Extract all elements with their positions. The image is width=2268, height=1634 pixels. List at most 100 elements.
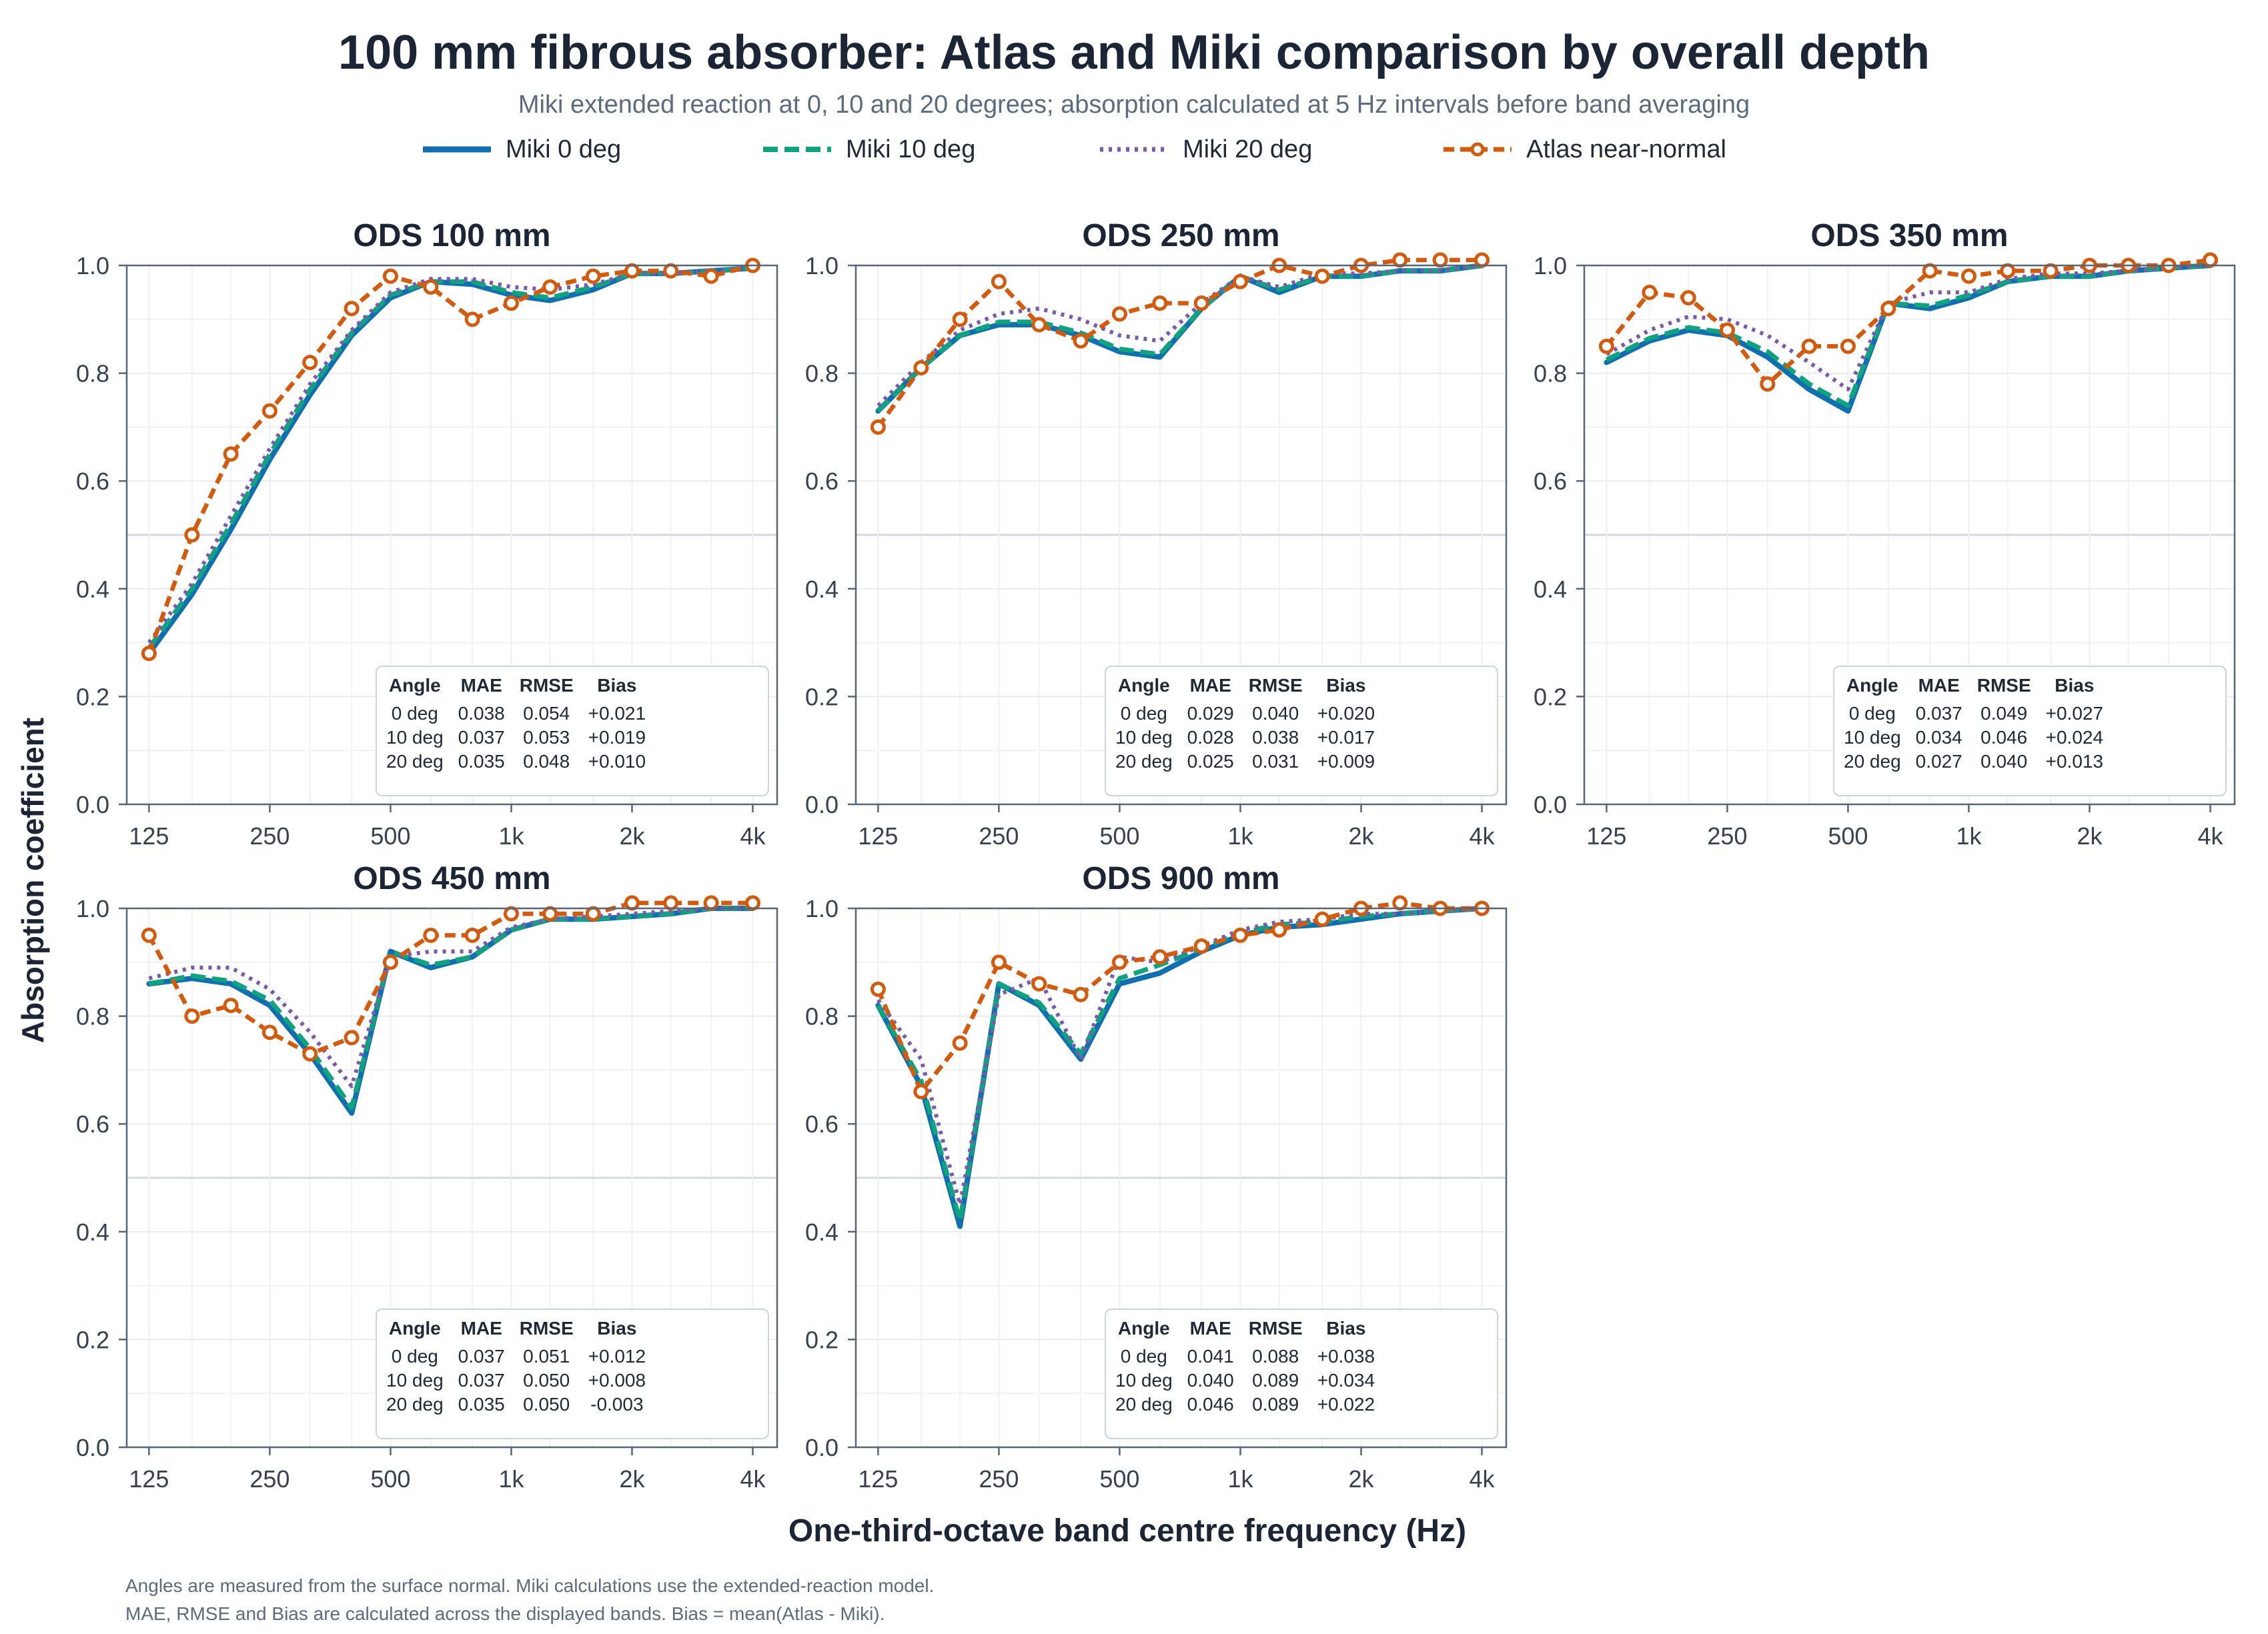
data-point (1314, 268, 1330, 284)
data-point (2202, 252, 2218, 268)
data-point (663, 263, 679, 279)
data-point (423, 279, 439, 295)
y-tick-label: 0.0 (805, 791, 838, 818)
data-point (1073, 333, 1089, 349)
x-tick-label: 4k (740, 1465, 766, 1493)
legend-swatch-miki-0 (423, 146, 491, 153)
data-point (503, 295, 519, 311)
legend-label-miki-0: Miki 0 deg (506, 135, 622, 163)
stats-cell: 10 deg (1115, 1370, 1173, 1391)
stats-header-cell: Angle (1846, 675, 1898, 696)
data-point (1392, 895, 1408, 911)
stats-cell: 0.054 (523, 703, 570, 724)
stats-header-cell: Angle (388, 1318, 441, 1339)
plot-frame (855, 907, 1508, 1449)
y-tick-label: 1.0 (805, 252, 838, 279)
page-title: 100 mm fibrous absorber: Atlas and Miki … (338, 26, 1930, 79)
stats-header-cell: RMSE (1248, 675, 1303, 696)
data-point (703, 895, 719, 911)
stats-cell: 0.040 (1187, 1370, 1234, 1391)
stats-table: Angle MAE RMSE Bias 0 deg 0.041 0.088 +0.038 10 … (1114, 1315, 1388, 1417)
series-line-atlas-near-normal (876, 257, 1482, 429)
data-point (1719, 322, 1735, 338)
stats-row: 0 deg 0.037 0.051 +0.012 (385, 1345, 659, 1369)
y-tick-label: 0.4 (1534, 576, 1567, 603)
y-tick-label: 0.6 (76, 1110, 109, 1138)
series-line-miki-20-deg (148, 906, 753, 1088)
x-tick-label: 125 (858, 1465, 898, 1493)
data-point (2043, 263, 2059, 279)
stats-cell: 0 deg (391, 703, 438, 724)
stats-row: 20 deg 0.046 0.089 +0.022 (1114, 1393, 1388, 1417)
stats-cell: 0.048 (523, 751, 570, 772)
data-point (1152, 295, 1168, 311)
data-point (184, 1008, 200, 1024)
panel-title: ODS 450 mm (353, 861, 551, 896)
series-line-atlas-near-normal (147, 263, 754, 654)
series-line-miki-10-deg (148, 906, 753, 1110)
stats-row: 10 deg 0.034 0.046 +0.024 (1842, 726, 2117, 750)
data-point (1073, 986, 1089, 1002)
legend-item-miki-20: Miki 20 deg (1097, 131, 1312, 168)
panel-title: ODS 900 mm (1082, 861, 1280, 896)
data-point (1111, 306, 1127, 322)
y-axis-title: Absorption coefficient (15, 717, 50, 1044)
x-tick-label: 250 (979, 1465, 1019, 1493)
data-point (1922, 263, 1938, 279)
x-tick-label: 1k (498, 1465, 524, 1493)
y-tick-label: 0.0 (805, 1434, 838, 1461)
y-axis-title-wrap: Absorption coefficient (15, 718, 55, 1043)
stats-cell: 0.027 (1915, 751, 1962, 772)
data-point (1432, 252, 1448, 268)
stats-row: 20 deg 0.035 0.050 -0.003 (385, 1393, 659, 1417)
data-point (223, 997, 239, 1013)
data-point (344, 301, 360, 317)
data-point (223, 446, 239, 462)
y-tick-label: 0.8 (805, 360, 838, 387)
stats-cell: 0.040 (1252, 703, 1299, 724)
y-tick-label: 0.2 (805, 1326, 838, 1353)
data-point (423, 927, 439, 943)
y-tick-label: 1.0 (76, 252, 109, 279)
x-tick-label: 2k (1348, 1465, 1374, 1493)
data-point (952, 311, 968, 327)
y-tick-label: 0.6 (805, 1110, 838, 1138)
stats-cell: 0.025 (1187, 751, 1234, 772)
footnote-1: Angles are measured from the surface nor… (125, 1575, 935, 1596)
stats-cell: 0.037 (458, 727, 505, 748)
legend-label-miki-20: Miki 20 deg (1183, 135, 1313, 163)
data-point (261, 1024, 277, 1040)
stats-cell: 0.031 (1252, 751, 1299, 772)
stats-header-cell: Angle (1117, 1318, 1170, 1339)
y-tick-label: 0.0 (76, 1434, 109, 1461)
stats-cell: +0.008 (588, 1370, 646, 1391)
stats-cell: 0.053 (523, 727, 570, 748)
data-point (991, 954, 1007, 970)
stats-cell: 10 deg (1844, 727, 1901, 748)
stats-cell: 0.037 (458, 1346, 505, 1367)
stats-header-cell: Bias (2055, 675, 2095, 696)
x-tick-label: 250 (1707, 822, 1747, 850)
stats-cell: +0.024 (2045, 727, 2104, 748)
plot-frame (855, 264, 1508, 806)
stats-cell: +0.009 (1317, 751, 1375, 772)
stats-cell: 0.037 (458, 1370, 505, 1391)
stats-box: Angle MAE RMSE Bias 0 deg 0.041 0.088 +0.038 10 … (1105, 1309, 1498, 1439)
stats-cell: 0.038 (458, 703, 505, 724)
stats-header-cell: MAE (1918, 675, 1960, 696)
x-tick-label: 125 (858, 822, 898, 850)
x-tick-label: 2k (619, 822, 645, 850)
series-line-miki-20-deg (877, 263, 1482, 407)
stats-table: Angle MAE RMSE Bias 0 deg 0.037 0.051 +0.012 10 … (385, 1315, 659, 1417)
data-point (184, 527, 200, 543)
stats-box: Angle MAE RMSE Bias 0 deg 0.029 0.040 +0.020 10 … (1105, 666, 1498, 796)
stats-cell: 0.035 (458, 751, 505, 772)
stats-header-cell: RMSE (1248, 1318, 1303, 1339)
x-axis-title: One-third-octave band centre frequency (… (788, 1513, 1467, 1549)
x-tick-label: 4k (1469, 1465, 1495, 1493)
footnote-2: MAE, RMSE and Bias are calculated across… (125, 1603, 885, 1624)
legend-swatch-miki-20 (1100, 147, 1168, 152)
data-point (1642, 284, 1658, 300)
data-point (991, 273, 1007, 289)
stats-row: 0 deg 0.029 0.040 +0.020 (1114, 702, 1388, 726)
